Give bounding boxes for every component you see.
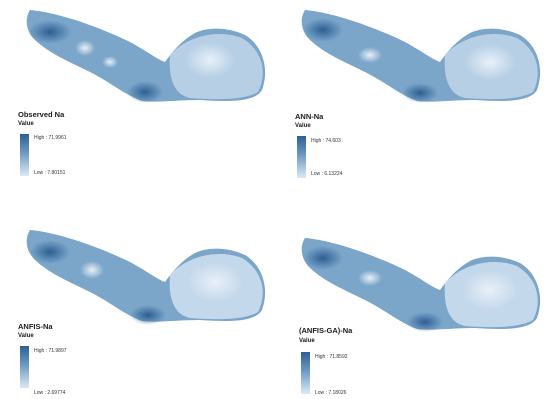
- map-title: ANFIS-Na: [18, 322, 53, 331]
- legend-title: Value: [299, 338, 315, 344]
- map-title: ANN-Na: [295, 112, 324, 121]
- map-ann-na: [301, 10, 541, 103]
- legend-title: Value: [295, 123, 311, 129]
- map-panel-ann: ANN-Na Value High : 74.603 Low : 6.13224: [275, 0, 549, 199]
- legend-high-value: High : 71.8592: [315, 354, 348, 360]
- map-panel-anfis: ANFIS-Na Value High : 71.9897 Low : 2.69…: [0, 200, 274, 399]
- legend-low-value: Low : 6.13224: [311, 171, 343, 177]
- legend-high-value: High : 71.9897: [34, 348, 67, 354]
- legend-title: Value: [18, 121, 34, 127]
- legend-low-value: Low : 7.80151: [34, 170, 66, 176]
- legend-color-ramp: [20, 134, 29, 176]
- legend-title: Value: [18, 333, 34, 339]
- map-title: (ANFIS-GA)-Na: [299, 326, 353, 335]
- legend-color-ramp: [20, 346, 29, 388]
- legend-high-value: High : 71.9961: [34, 135, 67, 141]
- map-panel-observed: Observed Na Value High : 71.9961 Low : 7…: [0, 0, 274, 199]
- map-title: Observed Na: [18, 110, 65, 119]
- legend-high-value: High : 74.603: [311, 138, 341, 144]
- legend-color-ramp: [301, 352, 310, 394]
- map-observed-na: [26, 10, 266, 103]
- legend-low-value: Low : 2.69774: [34, 390, 66, 396]
- map-anfis-ga-na: [301, 238, 541, 332]
- map-panel-anfis-ga: (ANFIS-GA)-Na Value High : 71.8592 Low :…: [275, 200, 549, 399]
- legend-low-value: Low : 7.18026: [315, 390, 347, 396]
- map-anfis-na: [26, 230, 266, 325]
- legend-color-ramp: [297, 136, 306, 178]
